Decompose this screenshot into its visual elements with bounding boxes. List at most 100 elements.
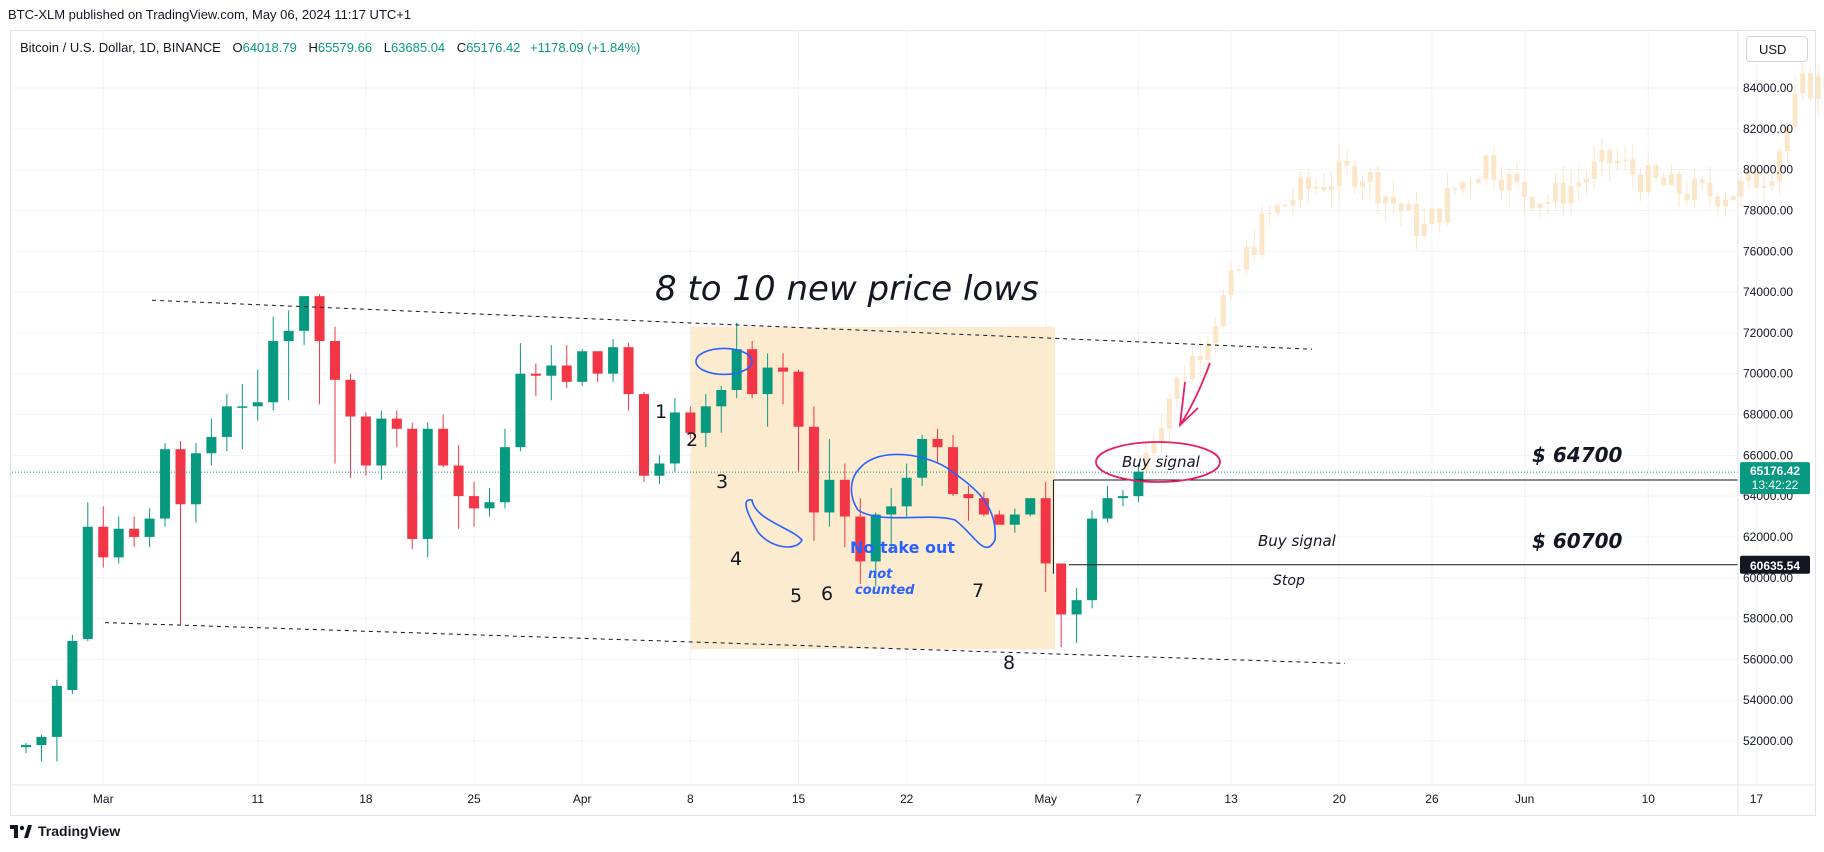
ghost-candle (1313, 186, 1319, 189)
ghost-candle (1560, 182, 1566, 204)
ghost-candle (1668, 173, 1674, 186)
ghost-candle (1329, 186, 1335, 191)
ghost-candle (1151, 442, 1157, 453)
ghost-candle (1591, 161, 1597, 179)
buy-signal-label-2: Buy signal (1258, 532, 1337, 550)
lower-trend-line (104, 622, 1346, 664)
trend-lines (104, 299, 1346, 664)
price-axis: 52000.00 54000.00 56000.00 58000.00 60000.00… (1743, 81, 1793, 748)
candle-body (206, 436, 217, 454)
ghost-candle (1568, 186, 1574, 204)
candle-body (515, 373, 526, 448)
candle-body (1040, 498, 1051, 564)
candle-body (747, 349, 758, 395)
count-4: 4 (730, 548, 742, 570)
candles (21, 294, 1144, 762)
ink-circle-buy-signal (1095, 441, 1221, 483)
y-tick-label: 84000.00 (1743, 81, 1793, 95)
ghost-candle (1259, 213, 1265, 255)
count-2: 2 (686, 429, 698, 451)
candle-body (422, 428, 433, 539)
x-tick-label: 13 (1224, 792, 1238, 806)
ghost-candle (1576, 182, 1582, 187)
x-tick-label: 17 (1750, 792, 1764, 806)
ghost-candle (1614, 160, 1620, 164)
candle-body (731, 349, 742, 391)
y-tick-label: 54000.00 (1743, 693, 1793, 707)
candle-body (855, 516, 866, 562)
ghost-candle (1769, 181, 1775, 186)
ghost-candle (1583, 178, 1589, 183)
y-tick-label: 58000.00 (1743, 612, 1793, 626)
x-tick-label: Apr (573, 792, 592, 806)
ghost-candle (1545, 201, 1551, 204)
ghost-candle (1630, 159, 1636, 175)
candle-body (530, 373, 541, 376)
ghost-candle (1730, 196, 1736, 200)
ghost-candle (1182, 377, 1188, 379)
ghost-candle (1553, 182, 1559, 202)
count-3: 3 (716, 471, 728, 493)
candle-body (252, 402, 263, 407)
x-tick-label: 10 (1642, 792, 1656, 806)
high-label: H (308, 40, 318, 55)
ghost-candle (1251, 247, 1257, 255)
candle-body (129, 528, 140, 537)
ghost-candle (1359, 181, 1365, 187)
candle-body (669, 412, 680, 464)
price-note-64700: $ 64700 (1532, 443, 1623, 467)
time-axis: Mar 11 18 25 Apr 8 15 22 May 7 13 20 26 Jun 10 17 (12, 30, 1816, 816)
ghost-candle (1475, 178, 1481, 184)
candle-body (994, 514, 1005, 525)
open-value: 64018.79 (242, 40, 297, 55)
low-label: L (383, 40, 391, 55)
ghost-candle (1723, 199, 1728, 207)
ghost-candle (1607, 150, 1613, 164)
candle-body (376, 418, 387, 466)
chart-frame[interactable] (10, 30, 1816, 816)
candle-body (1025, 498, 1036, 515)
candle-body (886, 506, 897, 515)
close-value: 65176.42 (466, 40, 521, 55)
candle-body (901, 477, 912, 507)
candle-body (330, 341, 340, 380)
countdown-label: 13:42:22 (1752, 478, 1799, 492)
ghost-candle (1792, 93, 1798, 127)
ghost-candle (1498, 179, 1504, 191)
currency-selector[interactable]: USD (1746, 36, 1808, 62)
ghost-candle (1321, 186, 1327, 191)
ghost-candle (1699, 179, 1705, 183)
ghost-candle (1707, 182, 1713, 197)
ghost-candle (1684, 194, 1690, 201)
ghost-candle (1692, 179, 1698, 201)
ghost-candle (1529, 196, 1535, 209)
ghost-candle (1483, 155, 1489, 179)
y-tick-label: 52000.00 (1743, 734, 1793, 748)
candle-body (561, 365, 572, 382)
ghost-candle (1274, 205, 1280, 214)
ghost-candle (1421, 223, 1427, 237)
ghost-candle (1236, 269, 1242, 271)
ghost-candle (1676, 173, 1682, 195)
candle-body (82, 526, 93, 639)
ghost-candle (1213, 326, 1219, 344)
candle-body (623, 347, 634, 395)
candle-body (762, 367, 773, 395)
candle-body (778, 367, 789, 372)
y-tick-label: 80000.00 (1743, 163, 1793, 177)
open-label: O (232, 40, 243, 55)
ghost-candle (1807, 73, 1813, 99)
x-tick-label: 8 (687, 792, 694, 806)
ghost-candle (1344, 160, 1350, 166)
ghost-candle (1305, 177, 1311, 189)
y-tick-label: 72000.00 (1743, 326, 1793, 340)
symbol-legend[interactable]: Bitcoin / U.S. Dollar, 1D, BINANCE O6401… (20, 40, 640, 55)
candle-body (345, 379, 356, 417)
candle-body (221, 406, 232, 437)
tradingview-footer[interactable]: TradingView (10, 823, 120, 839)
candle-body (160, 449, 171, 519)
candle-body (144, 518, 155, 537)
ghost-candle (1336, 160, 1342, 187)
